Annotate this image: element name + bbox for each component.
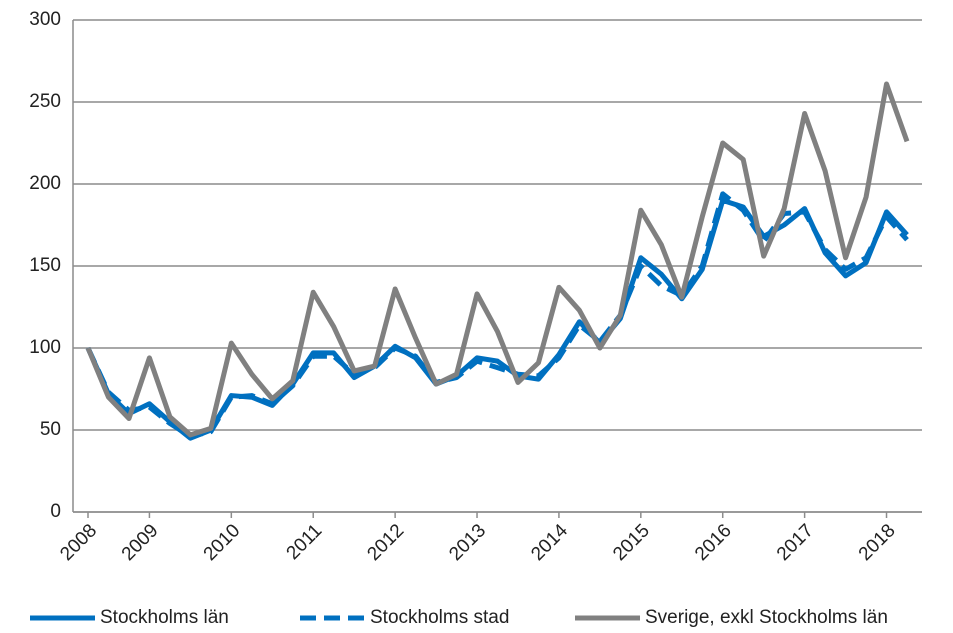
x-tick-label: 2013 (445, 520, 490, 565)
x-tick-label: 2011 (283, 520, 327, 564)
x-tick-label: 2009 (118, 520, 163, 565)
legend-label: Sverige, exkl Stockholms län (645, 607, 888, 628)
series-line (85, 191, 909, 440)
legend-label: Stockholms stad (370, 607, 509, 628)
x-tick-label: 2015 (609, 520, 654, 565)
x-tick-label: 2012 (363, 520, 408, 565)
series-line (85, 81, 910, 438)
x-tick-label: 2010 (200, 520, 245, 565)
y-tick-label: 300 (29, 9, 61, 30)
x-tick-label: 2008 (56, 520, 101, 565)
x-tick-label: 2018 (855, 520, 900, 565)
y-tick-label: 50 (40, 419, 61, 440)
x-tick-label: 2016 (691, 520, 736, 565)
legend-label: Stockholms län (100, 607, 229, 628)
y-tick-label: 150 (29, 255, 61, 276)
x-tick-label: 2014 (527, 520, 572, 565)
legend: Stockholms län Stockholms stad Sverige, … (30, 607, 888, 628)
y-tick-label: 250 (29, 91, 61, 112)
y-tick-label: 200 (29, 173, 61, 194)
x-tick-label: 2017 (773, 520, 818, 565)
y-tick-label: 0 (50, 501, 61, 522)
y-tick-label: 100 (29, 337, 61, 358)
series-line (85, 197, 909, 441)
